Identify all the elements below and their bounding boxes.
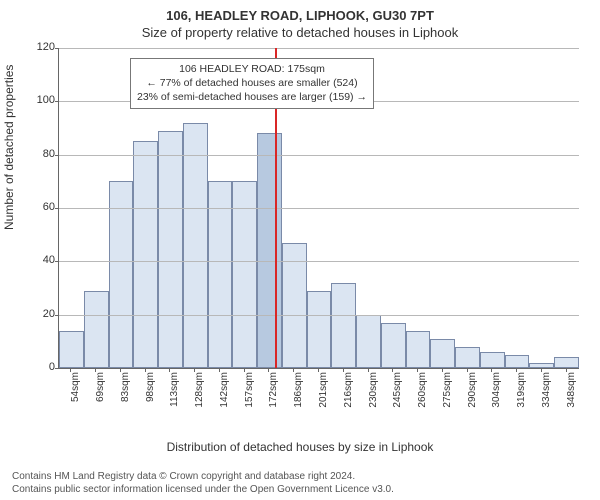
x-tick-label: 128sqm: [194, 372, 205, 412]
bar: [455, 347, 480, 368]
y-axis-label: Number of detached properties: [2, 65, 16, 230]
x-tick-label: 186sqm: [293, 372, 304, 412]
bar: [529, 363, 554, 368]
bar: [257, 133, 282, 368]
grid-line: [59, 48, 579, 49]
x-tick-mark: [219, 368, 220, 372]
y-tick-mark: [55, 368, 59, 369]
footer-line2: Contains public sector information licen…: [12, 483, 588, 496]
y-tick-label: 40: [29, 254, 55, 266]
bar: [232, 181, 257, 368]
y-tick-label: 0: [29, 361, 55, 373]
bar: [331, 283, 356, 368]
x-tick-label: 83sqm: [120, 372, 131, 412]
bar: [480, 352, 505, 368]
x-tick-mark: [169, 368, 170, 372]
y-tick-label: 60: [29, 201, 55, 213]
bar: [109, 181, 134, 368]
x-tick-label: 157sqm: [244, 372, 255, 412]
x-tick-label: 230sqm: [368, 372, 379, 412]
x-tick-mark: [343, 368, 344, 372]
grid-line: [59, 315, 579, 316]
x-tick-label: 69sqm: [95, 372, 106, 412]
y-tick-label: 20: [29, 308, 55, 320]
x-tick-label: 54sqm: [70, 372, 81, 412]
y-tick-label: 100: [29, 94, 55, 106]
annotation-line1: 106 HEADLEY ROAD: 175sqm: [137, 62, 367, 76]
bar: [59, 331, 84, 368]
x-tick-label: 113sqm: [169, 372, 180, 412]
bar: [208, 181, 233, 368]
x-tick-mark: [368, 368, 369, 372]
footer-attribution: Contains HM Land Registry data © Crown c…: [12, 470, 588, 496]
x-axis-label: Distribution of detached houses by size …: [0, 440, 600, 454]
y-tick-mark: [55, 261, 59, 262]
bar: [158, 131, 183, 368]
bar: [430, 339, 455, 368]
bar: [133, 141, 158, 368]
x-tick-mark: [467, 368, 468, 372]
chart-container: 106, HEADLEY ROAD, LIPHOOK, GU30 7PT Siz…: [0, 0, 600, 500]
x-tick-mark: [244, 368, 245, 372]
bar: [356, 315, 381, 368]
y-tick-mark: [55, 155, 59, 156]
x-tick-label: 260sqm: [417, 372, 428, 412]
y-tick-label: 80: [29, 148, 55, 160]
y-tick-mark: [55, 48, 59, 49]
grid-line: [59, 208, 579, 209]
x-tick-mark: [145, 368, 146, 372]
x-tick-mark: [516, 368, 517, 372]
x-tick-mark: [120, 368, 121, 372]
x-tick-label: 216sqm: [343, 372, 354, 412]
x-tick-label: 142sqm: [219, 372, 230, 412]
grid-line: [59, 155, 579, 156]
annotation-box: 106 HEADLEY ROAD: 175sqm ← 77% of detach…: [130, 58, 374, 109]
chart-title-main: 106, HEADLEY ROAD, LIPHOOK, GU30 7PT: [0, 0, 600, 23]
x-tick-label: 245sqm: [392, 372, 403, 412]
x-tick-label: 172sqm: [268, 372, 279, 412]
x-tick-mark: [392, 368, 393, 372]
grid-line: [59, 261, 579, 262]
bar: [307, 291, 332, 368]
x-tick-label: 304sqm: [491, 372, 502, 412]
x-tick-mark: [293, 368, 294, 372]
x-tick-mark: [417, 368, 418, 372]
y-tick-label: 120: [29, 41, 55, 53]
annotation-line2: ← 77% of detached houses are smaller (52…: [137, 76, 367, 90]
bar: [183, 123, 208, 368]
x-tick-mark: [194, 368, 195, 372]
x-tick-mark: [491, 368, 492, 372]
x-tick-mark: [442, 368, 443, 372]
bar: [406, 331, 431, 368]
x-tick-label: 275sqm: [442, 372, 453, 412]
y-tick-mark: [55, 101, 59, 102]
x-tick-mark: [566, 368, 567, 372]
x-tick-label: 334sqm: [541, 372, 552, 412]
annotation-line3: 23% of semi-detached houses are larger (…: [137, 90, 367, 104]
chart-area: 020406080100120 106 HEADLEY ROAD: 175sqm…: [58, 48, 578, 408]
y-tick-mark: [55, 208, 59, 209]
x-tick-label: 201sqm: [318, 372, 329, 412]
x-tick-mark: [541, 368, 542, 372]
x-tick-label: 319sqm: [516, 372, 527, 412]
x-tick-label: 98sqm: [145, 372, 156, 412]
bar: [381, 323, 406, 368]
x-tick-label: 290sqm: [467, 372, 478, 412]
bar: [554, 357, 579, 368]
x-tick-label: 348sqm: [566, 372, 577, 412]
chart-title-sub: Size of property relative to detached ho…: [0, 23, 600, 40]
x-tick-mark: [70, 368, 71, 372]
y-tick-mark: [55, 315, 59, 316]
x-tick-mark: [268, 368, 269, 372]
footer-line1: Contains HM Land Registry data © Crown c…: [12, 470, 588, 483]
x-tick-mark: [318, 368, 319, 372]
bar: [505, 355, 530, 368]
bar: [84, 291, 109, 368]
x-tick-mark: [95, 368, 96, 372]
